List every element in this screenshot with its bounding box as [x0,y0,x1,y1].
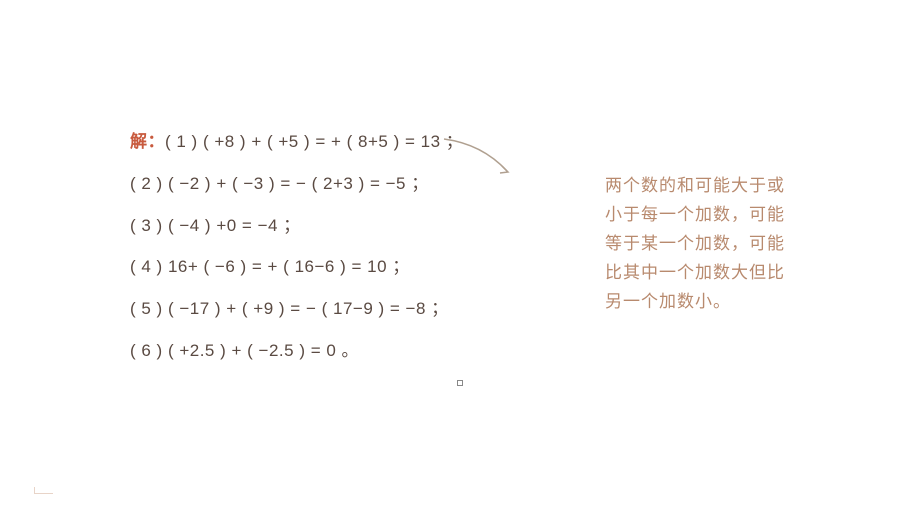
solution-line-6: ( 6 ) ( +2.5 ) + ( −2.5 ) = 0 。 [130,339,500,363]
arrow-icon [442,136,517,181]
solution-label: 解： [130,132,165,151]
side-note: 两个数的和可能大于或小于每一个加数，可能等于某一个加数，可能比其中一个加数大但比… [605,172,790,316]
solution-line-3: ( 3 ) ( −4 ) +0 = −4 ； [130,214,500,238]
solution-line-5: ( 5 ) ( −17 ) + ( +9 ) = − ( 17−9 ) = −8… [130,297,500,321]
page-indicator-icon [457,380,463,386]
solution-text-1: ( 1 ) ( +8 ) + ( +5 ) = + ( 8+5 ) = 13 ； [165,132,463,151]
solution-line-4: ( 4 ) 16+ ( −6 ) = + ( 16−6 ) = 10 ； [130,255,500,279]
corner-mark-icon [34,487,53,494]
